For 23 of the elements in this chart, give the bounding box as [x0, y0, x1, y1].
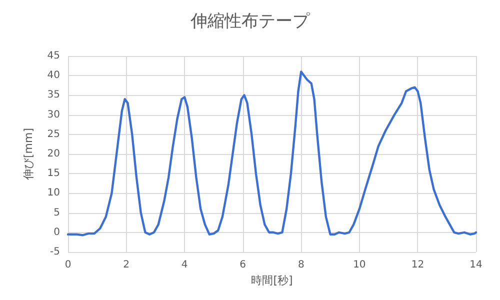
x-tick-label: 12 [411, 260, 424, 270]
x-tick-label: 8 [298, 260, 304, 270]
y-tick-label: 35 [47, 90, 60, 101]
y-tick-label: 0 [54, 226, 60, 238]
y-tick-label: 45 [47, 50, 60, 62]
chart-title: 伸縮性布テープ [190, 12, 310, 32]
y-tick-label: 5 [54, 207, 60, 218]
y-tick-label: 20 [47, 148, 60, 160]
line-series [66, 70, 478, 236]
y-axis-title: 伸び[mm] [22, 128, 35, 180]
x-tick-label: 4 [181, 260, 188, 270]
y-tick-label: 10 [47, 188, 60, 199]
x-tick-label: 2 [123, 260, 130, 270]
x-tick-label: 14 [470, 260, 482, 270]
x-tick-label: 10 [353, 260, 366, 270]
y-tick-label: 25 [47, 128, 60, 140]
y-tick-label: 40 [47, 70, 60, 82]
y-tick-label: -5 [50, 246, 60, 258]
y-tick-label: 15 [47, 168, 60, 180]
x-tick-label: 0 [64, 260, 72, 270]
x-tick-label: 6 [240, 260, 246, 270]
x-axis-title: 時間[秒] [251, 274, 293, 287]
y-tick-label: 30 [47, 109, 60, 120]
